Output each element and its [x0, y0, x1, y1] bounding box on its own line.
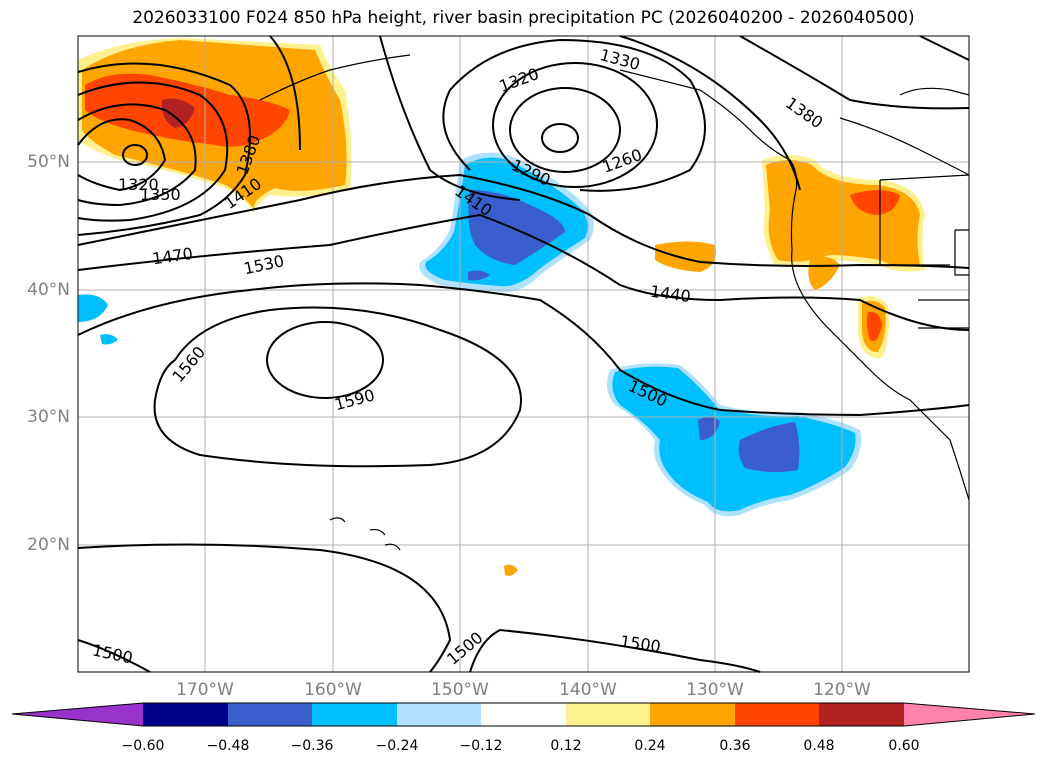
lon-label: 150°W: [431, 680, 489, 700]
colorbar-segment: [566, 703, 650, 726]
colorbar-extend-low: [12, 703, 143, 726]
colorbar-segment: [735, 703, 819, 726]
colorbar-tick: −0.12: [459, 738, 503, 754]
contour-label: 1320: [118, 175, 159, 194]
colorbar-tick: 0.60: [888, 738, 920, 754]
contour-label: 1350: [140, 185, 181, 204]
colorbar-tick: 0.12: [550, 738, 582, 754]
map-frame: [77, 35, 970, 673]
colorbar-segment: [819, 703, 904, 726]
colorbar-tick: 0.36: [719, 738, 751, 754]
precip-negative-shading: [78, 152, 862, 517]
colorbar-tick: −0.60: [121, 738, 165, 754]
colorbar-segment: [397, 703, 481, 726]
colorbar-segment: [650, 703, 735, 726]
lat-label: 20°N: [27, 535, 70, 555]
lat-label: 50°N: [27, 152, 70, 172]
colorbar-segment: [312, 703, 397, 726]
colorbar-extend-high: [904, 703, 1035, 726]
lon-label: 140°W: [559, 680, 617, 700]
lat-label: 30°N: [27, 407, 70, 427]
lon-label: 160°W: [304, 680, 362, 700]
lat-label: 40°N: [27, 280, 70, 300]
height-contours: [77, 35, 970, 673]
colorbar-tick: 0.24: [634, 738, 666, 754]
colorbar-segment: [228, 703, 312, 726]
colorbar-segment: [481, 703, 566, 726]
colorbar-segment: [143, 703, 228, 726]
lon-label: 120°W: [813, 680, 871, 700]
colorbar: [11, 702, 1036, 727]
lon-label: 130°W: [686, 680, 744, 700]
lon-label: 170°W: [176, 680, 234, 700]
colorbar-tick: −0.36: [290, 738, 334, 754]
colorbar-tick: −0.48: [206, 738, 250, 754]
colorbar-tick: −0.24: [375, 738, 419, 754]
colorbar-tick: 0.48: [803, 738, 835, 754]
map-title: 2026033100 F024 850 hPa height, river ba…: [132, 8, 915, 28]
graticule: [78, 36, 969, 672]
